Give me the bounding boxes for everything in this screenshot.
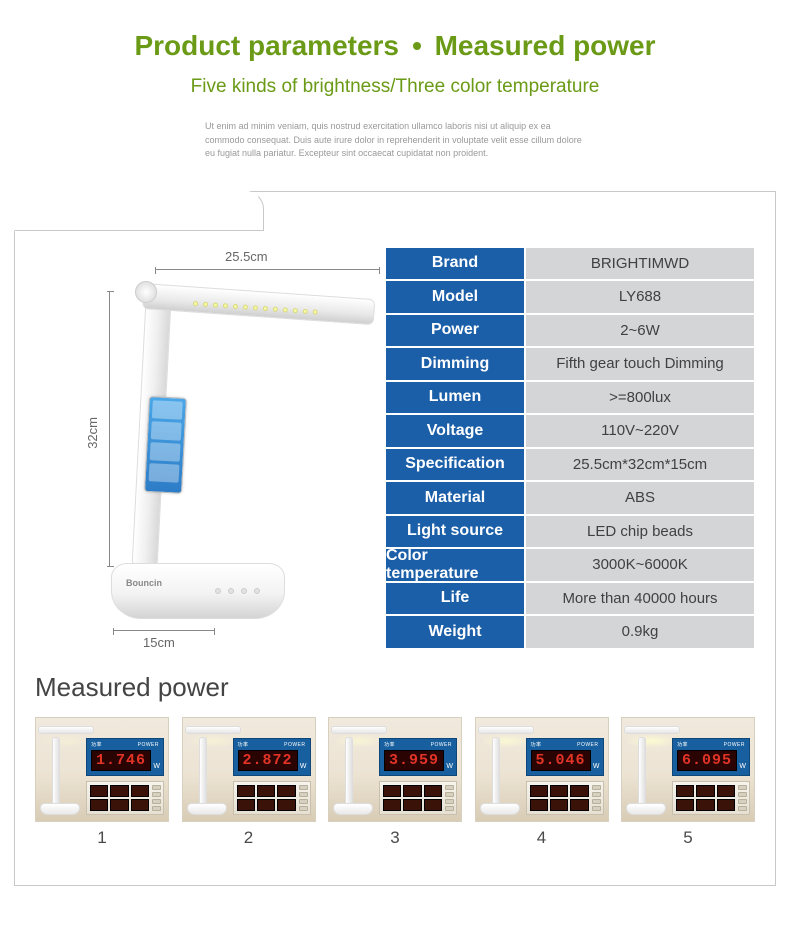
measured-thumb: 功率POWER3.959W 3 [328,717,462,848]
spec-key: Dimming [385,347,525,381]
spec-value: ABS [525,481,755,515]
measured-thumb-number: 5 [621,828,755,848]
spec-value: >=800lux [525,381,755,415]
measured-thumb-number: 1 [35,828,169,848]
spec-row: Specification25.5cm*32cm*15cm [385,448,755,482]
spec-row: DimmingFifth gear touch Dimming [385,347,755,381]
analyzer-box-icon [526,781,604,815]
measured-thumb-number: 4 [475,828,609,848]
content-panel: 25.5cm 32cm Bouncin 15cm BrandBRIGHTIMWD… [14,191,776,886]
spec-value: 3000K~6000K [525,548,755,582]
power-reading: 2.872 [238,750,298,771]
power-meter-icon: 功率POWER2.872W [233,738,311,776]
spec-value: LED chip beads [525,515,755,549]
analyzer-box-icon [672,781,750,815]
measured-thumb-image: 功率POWER1.746W [35,717,169,822]
dimension-line-left [109,291,110,567]
measured-thumb-image: 功率POWER5.046W [475,717,609,822]
title-separator-dot [413,42,421,50]
spec-row: LifeMore than 40000 hours [385,582,755,616]
spec-value: Fifth gear touch Dimming [525,347,755,381]
spec-key: Life [385,582,525,616]
spec-key: Voltage [385,414,525,448]
spec-key: Model [385,280,525,314]
measured-thumb: 功率POWER6.095W 5 [621,717,755,848]
power-reading: 3.959 [384,750,444,771]
title-left: Product parameters [134,30,399,61]
measured-thumb-image: 功率POWER2.872W [182,717,316,822]
measured-thumb-image: 功率POWER3.959W [328,717,462,822]
measured-thumb: 功率POWER1.746W 1 [35,717,169,848]
title-right: Measured power [435,30,656,61]
spec-row: BrandBRIGHTIMWD [385,247,755,281]
lamp-brand-text: Bouncin [126,578,162,588]
measured-thumb-number: 2 [182,828,316,848]
measured-power-thumbnails: 功率POWER1.746W 1 功率POWER2.872W 2 功率POWER3.959… [35,717,755,848]
measured-power-title: Measured power [35,672,229,703]
spec-key: Brand [385,247,525,281]
spec-value: 110V~220V [525,414,755,448]
lamp-base-icon: Bouncin [111,563,285,619]
spec-value: More than 40000 hours [525,582,755,616]
spec-key: Power [385,314,525,348]
analyzer-box-icon [86,781,164,815]
analyzer-box-icon [379,781,457,815]
dimension-label-top: 25.5cm [225,249,268,264]
power-reading: 5.046 [531,750,591,771]
spec-row: Color temperature3000K~6000K [385,548,755,582]
spec-row: Power2~6W [385,314,755,348]
spec-row: Weight0.9kg [385,615,755,649]
measured-thumb: 功率POWER2.872W 2 [182,717,316,848]
spec-row: ModelLY688 [385,280,755,314]
spec-row: Light sourceLED chip beads [385,515,755,549]
spec-key: Specification [385,448,525,482]
panel-tab [14,191,264,231]
lamp-screen-icon [144,396,187,494]
power-meter-icon: 功率POWER3.959W [379,738,457,776]
spec-value: 0.9kg [525,615,755,649]
measured-thumb: 功率POWER5.046W 4 [475,717,609,848]
dimension-line-bottom [113,630,215,631]
spec-key: Material [385,481,525,515]
spec-row: MaterialABS [385,481,755,515]
spec-key: Weight [385,615,525,649]
dimension-label-bottom: 15cm [143,635,175,650]
lamp-diagram: 25.5cm 32cm Bouncin 15cm [35,247,385,657]
spec-row: Lumen>=800lux [385,381,755,415]
measured-thumb-number: 3 [328,828,462,848]
spec-key: Light source [385,515,525,549]
power-meter-icon: 功率POWER5.046W [526,738,604,776]
spec-key: Color temperature [385,548,525,582]
spec-table: BrandBRIGHTIMWDModelLY688Power2~6WDimmin… [385,247,755,649]
power-meter-icon: 功率POWER6.095W [672,738,750,776]
spec-value: BRIGHTIMWD [525,247,755,281]
power-reading: 6.095 [677,750,737,771]
lamp-hinge-icon [135,281,157,303]
power-reading: 1.746 [91,750,151,771]
measured-thumb-image: 功率POWER6.095W [621,717,755,822]
dimension-line-top [155,269,380,270]
analyzer-box-icon [233,781,311,815]
main-title: Product parameters Measured power [0,30,790,62]
spec-value: 2~6W [525,314,755,348]
spec-row: Voltage110V~220V [385,414,755,448]
lamp-buttons-icon [215,588,260,594]
spec-key: Lumen [385,381,525,415]
subtitle: Five kinds of brightness/Three color tem… [0,76,790,98]
dimension-label-left: 32cm [85,417,100,449]
spec-value: 25.5cm*32cm*15cm [525,448,755,482]
spec-value: LY688 [525,280,755,314]
lamp-head-icon [142,283,375,325]
power-meter-icon: 功率POWER1.746W [86,738,164,776]
lorem-text: Ut enim ad minim veniam, quis nostrud ex… [205,120,585,161]
